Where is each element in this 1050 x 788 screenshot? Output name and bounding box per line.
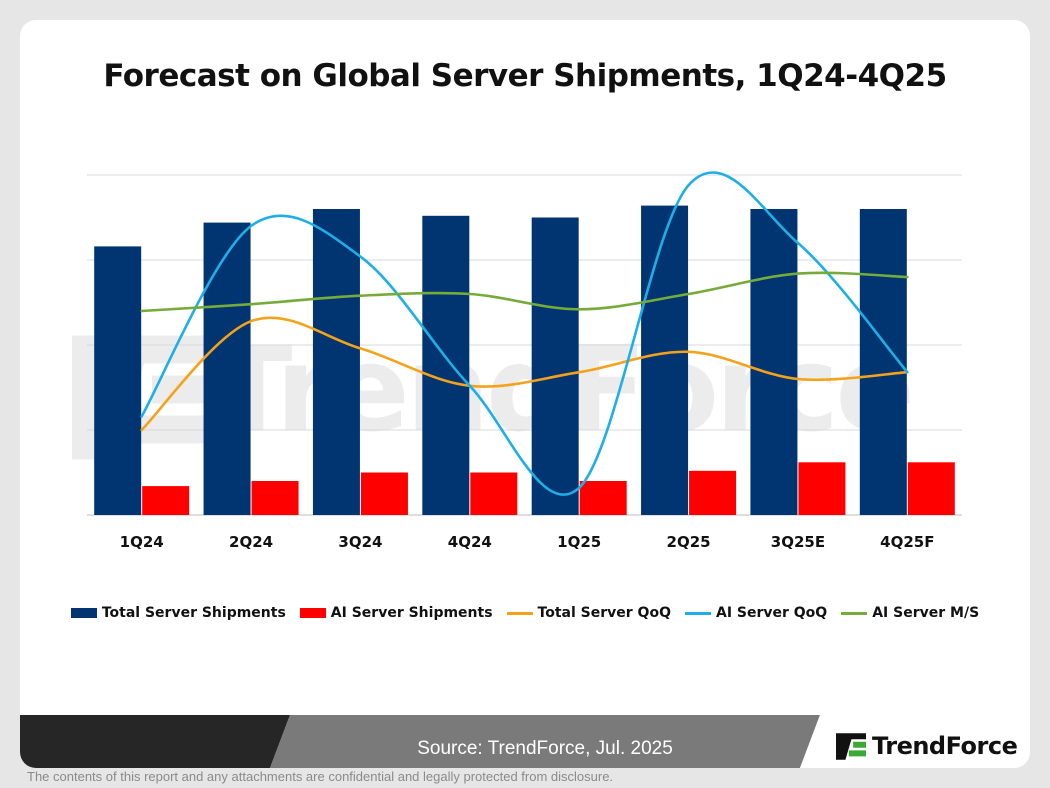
line-ai-server-qoq [140, 171, 909, 496]
chart-title: Forecast on Global Server Shipments, 1Q2… [103, 58, 947, 94]
legend-swatch-total-shipments [70, 608, 97, 618]
brand-name: TrendForce [872, 732, 1018, 760]
legend-label-ai-ms: AI Server M/S [872, 605, 980, 621]
legend-label-total-qoq: Total Server QoQ [537, 605, 671, 621]
x-tick-label: 1Q24 [120, 533, 164, 551]
bar-total-server-shipments [312, 209, 360, 515]
x-tick-label: 3Q25E [771, 533, 825, 551]
line-ai-server-ms [140, 271, 909, 313]
bar-total-server-shipments [641, 205, 689, 515]
footer-bar [20, 715, 1030, 768]
legend-swatch-ai-ms [841, 611, 868, 615]
line-total-server-qoq [140, 316, 909, 432]
bar-ai-server-shipments [798, 462, 846, 515]
legend-label-ai-shipments: AI Server Shipments [330, 605, 493, 621]
bar-ai-server-shipments [907, 462, 955, 515]
chart-plot: 1Q24 2Q24 3Q24 4Q24 1Q25 2Q25 3Q25E 4Q25F [87, 171, 962, 551]
bar-ai-server-shipments [142, 486, 190, 515]
bar-ai-server-shipments [360, 472, 408, 515]
legend-item-total-qoq: Total Server QoQ [506, 605, 671, 621]
bar-total-server-shipments [422, 215, 470, 516]
bar-ai-server-shipments [579, 481, 627, 515]
bar-ai-server-shipments [689, 470, 737, 515]
x-tick-label: 1Q25 [557, 533, 601, 551]
x-tick-label: 2Q24 [229, 533, 273, 551]
disclaimer-text: The contents of this report and any atta… [27, 769, 614, 784]
chart-card: TrendForce Forecast on Global Server Shi… [20, 20, 1030, 768]
brand-logo: TrendForce [836, 732, 1018, 760]
bar-total-server-shipments [531, 217, 579, 515]
legend-item-total-shipments: Total Server Shipments [70, 605, 286, 621]
x-tick-label: 4Q25F [880, 533, 934, 551]
trendforce-logo-icon [836, 732, 866, 760]
bar-total-server-shipments [750, 209, 798, 515]
bar-ai-server-shipments [251, 481, 299, 515]
legend-item-ai-shipments: AI Server Shipments [299, 605, 493, 621]
legend-label-ai-qoq: AI Server QoQ [715, 605, 828, 621]
legend-item-ai-qoq: AI Server QoQ [684, 605, 828, 621]
legend-swatch-ai-shipments [299, 608, 326, 618]
chart-legend: Total Server Shipments AI Server Shipmen… [20, 605, 1030, 621]
bar-total-server-shipments [94, 246, 142, 515]
x-tick-label: 4Q24 [448, 533, 492, 551]
bar-total-server-shipments [203, 222, 251, 515]
legend-swatch-total-qoq [506, 611, 533, 615]
legend-swatch-ai-qoq [684, 611, 711, 615]
x-tick-label: 2Q25 [667, 533, 711, 551]
x-tick-label: 3Q24 [338, 533, 382, 551]
source-note: Source: TrendForce, Jul. 2025 [417, 738, 673, 759]
legend-label-total-shipments: Total Server Shipments [101, 605, 286, 621]
bar-ai-server-shipments [470, 472, 518, 515]
legend-item-ai-ms: AI Server M/S [841, 605, 979, 621]
